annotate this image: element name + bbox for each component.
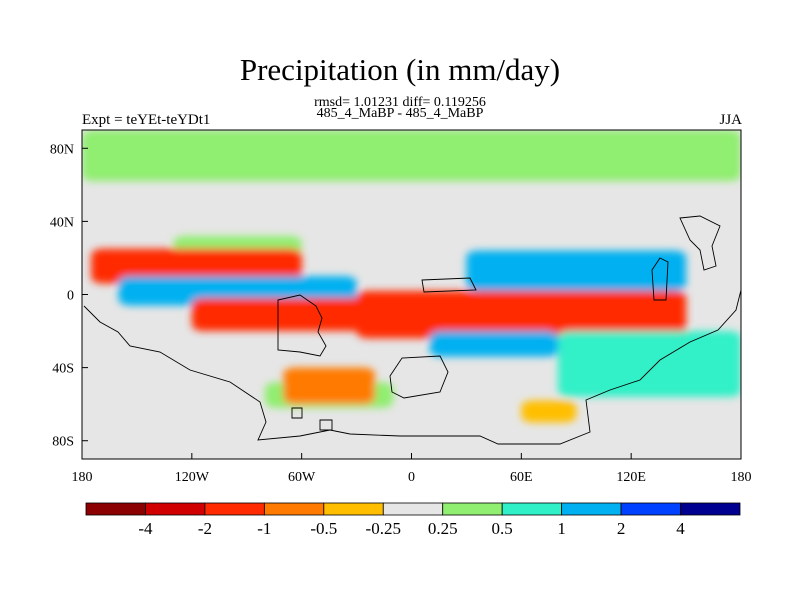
anomaly-region-0 — [82, 130, 741, 182]
land-mask-outline — [83, 215, 741, 445]
colorbar-swatch — [85, 502, 146, 516]
x-tick-label: 180 — [72, 470, 93, 485]
colorbar-label: -4 — [138, 519, 153, 538]
y-tick-label: 80N — [50, 142, 74, 157]
y-tick-label: 0 — [67, 289, 74, 304]
colorbar-swatch — [263, 502, 325, 516]
coastline-africa — [389, 355, 449, 399]
y-axis-ticks: 80N 40N 0 40S 80S — [50, 142, 88, 450]
x-tick-label: 0 — [408, 470, 415, 485]
colorbar-swatch — [323, 502, 384, 516]
coastline-maritime-continent — [651, 257, 669, 301]
colorbar-swatch — [680, 502, 741, 516]
colorbar-swatch — [620, 502, 681, 516]
anomaly-region-13 — [356, 290, 687, 339]
colorbar-label: -2 — [198, 519, 212, 538]
colorbar-label: -0.5 — [310, 519, 337, 538]
colorbar-label: 2 — [617, 519, 626, 538]
colorbar-swatch — [145, 502, 206, 516]
coastline-island — [291, 407, 303, 419]
experiment-label: Expt = teYEt-teYDt1 — [82, 112, 211, 128]
anomaly-region-4 — [91, 248, 302, 284]
x-axis-ticks: 180 120W 60W 0 60E 120E 180 — [72, 453, 752, 485]
x-tick-label: 180 — [731, 470, 752, 485]
colorbar-swatch — [442, 502, 503, 516]
x-tick-label: 60W — [288, 470, 316, 485]
colorbar-swatch — [561, 502, 622, 516]
colorbar: -4 -2 -1 -0.5 -0.25 0.25 0.5 1 2 4 — [85, 502, 741, 538]
colorbar-label: 0.25 — [428, 519, 458, 538]
x-tick-label: 120W — [175, 470, 210, 485]
x-tick-label: 60E — [510, 470, 533, 485]
coastline-island-2 — [319, 419, 333, 431]
plot-area — [81, 129, 742, 460]
chart-title: Precipitation (in mm/day) — [239, 52, 561, 87]
comparison-label: 485_4_MaBP - 485_4_MaBP — [316, 106, 484, 121]
season-label: JJA — [719, 112, 742, 128]
colorbar-label: -1 — [257, 519, 271, 538]
coastline-asia-pacific — [679, 215, 721, 271]
anomaly-region-11 — [466, 250, 687, 291]
y-tick-label: 40N — [50, 215, 74, 230]
rmsd-diff-stats: rmsd= 1.01231 diff= 0.119256 — [314, 95, 486, 110]
anomaly-region-17 — [521, 400, 577, 423]
colorbar-swatch — [204, 502, 265, 516]
y-tick-label: 80S — [52, 435, 74, 450]
colorbar-label: 4 — [676, 519, 685, 538]
colorbar-swatch — [501, 502, 563, 516]
coastline-caribbean — [421, 277, 477, 293]
coastline-south-america — [277, 294, 327, 357]
colorbar-label: 1 — [557, 519, 566, 538]
colorbar-label: -0.25 — [366, 519, 401, 538]
colorbar-swatch — [382, 502, 444, 516]
coastline-antarctica — [83, 289, 741, 445]
y-tick-label: 40S — [52, 362, 74, 377]
colorbar-label: 0.5 — [492, 519, 513, 538]
anomaly-region-16 — [283, 367, 375, 405]
anomaly-region-14 — [429, 331, 558, 357]
anomaly-region-15 — [557, 331, 741, 397]
x-tick-label: 120E — [616, 470, 646, 485]
precip-anomaly-regions — [82, 130, 741, 423]
